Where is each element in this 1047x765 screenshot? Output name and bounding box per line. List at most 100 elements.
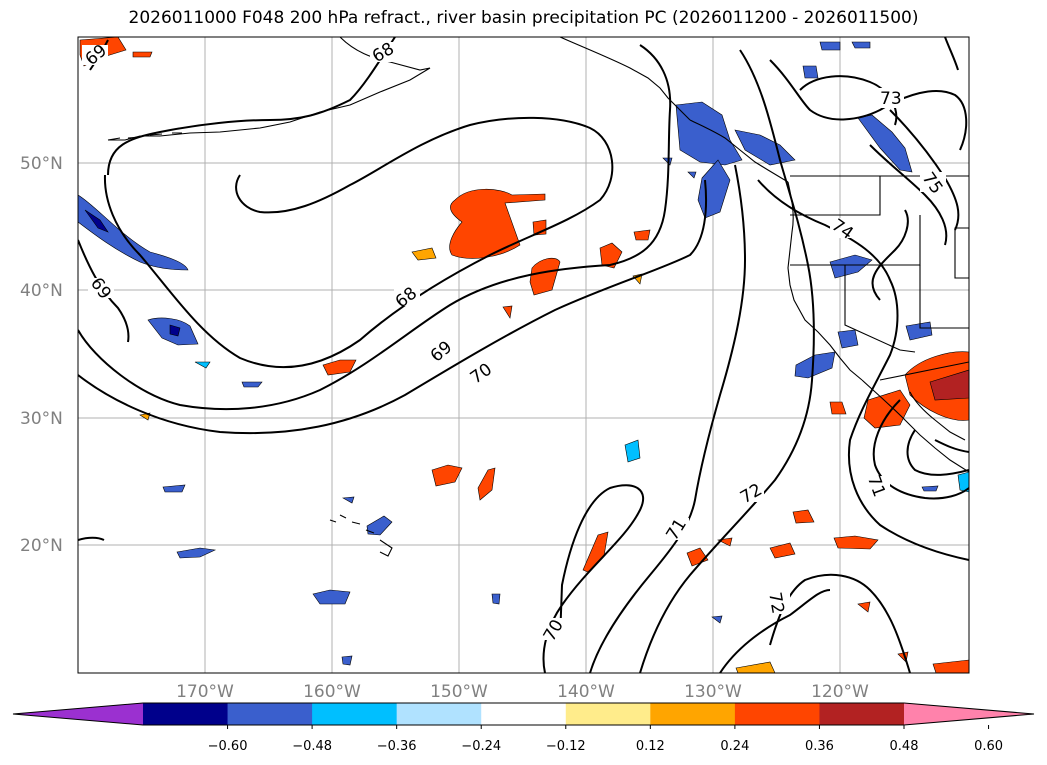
lon-label-140w: 140°W: [557, 682, 615, 702]
precip-blob: [599, 242, 623, 269]
lat-label-40n: 40°N: [20, 281, 63, 301]
colorbar-segment: [312, 703, 398, 725]
colorbar-segment: [227, 703, 313, 725]
refractivity-contours: [78, 37, 969, 673]
state-border: [790, 176, 881, 216]
colorbar-tick-label: 0.48: [890, 739, 919, 754]
contour-label-bg: [864, 476, 890, 496]
map-frame: [77, 36, 970, 674]
precip-blob: [322, 359, 357, 376]
contour-69: [78, 44, 672, 411]
precip-blob: [819, 41, 841, 51]
colorbar-segment: [396, 703, 482, 725]
lat-label-30n: 30°N: [20, 409, 63, 429]
precip-blob: [833, 535, 879, 550]
precip-blob: [84, 209, 109, 233]
precip-blob: [829, 254, 873, 279]
colorbar-segment: [481, 703, 567, 725]
precip-blob: [582, 531, 609, 573]
precip-blob: [633, 229, 651, 241]
precip-blob: [624, 439, 641, 463]
contour-label-bg: [830, 218, 856, 238]
bc-coast: [689, 119, 789, 183]
contour-label-bg: [88, 278, 114, 298]
state-border: [919, 265, 969, 329]
precip-blob: [449, 188, 546, 259]
contour-label-group: 69 68 69 68 69 70 70 71 72 72 71 73 74: [82, 39, 947, 645]
lon-label-120w: 120°W: [811, 682, 869, 702]
colorbar-segment: [819, 703, 905, 725]
lat-label-20n: 20°N: [20, 536, 63, 556]
precip-blob: [132, 51, 153, 58]
precip-blob: [241, 381, 263, 388]
colorbar-tick-label: 0.36: [805, 739, 834, 754]
longitude-labels: 170°W 160°W 150°W 140°W 130°W 120°W: [176, 682, 869, 702]
precip-negative-areas: [78, 41, 969, 666]
mexico-border: [879, 361, 969, 381]
contour-label: 73: [880, 89, 902, 109]
contour-label-bg: [428, 340, 454, 360]
contour-label-bg: [82, 45, 108, 65]
contour-label-bg: [878, 88, 904, 108]
precip-blob: [169, 324, 181, 337]
precip-blob: [342, 496, 355, 504]
precip-blob: [929, 369, 969, 401]
alaska-coast: [108, 37, 431, 141]
colorbar-tick-label: −0.24: [461, 739, 501, 754]
colorbar-outline: [12, 702, 1035, 726]
precip-blob: [194, 361, 211, 369]
hawaii-islands: [329, 514, 393, 557]
lon-label-170w: 170°W: [176, 682, 234, 702]
lon-label-160w: 160°W: [303, 682, 361, 702]
precip-blob: [431, 464, 463, 487]
precip-blob: [857, 601, 871, 613]
contour-inner: [872, 399, 969, 500]
precip-blob: [905, 321, 933, 341]
colorbar-tick-label: 0.60: [974, 739, 1003, 754]
colorbar-segment: [565, 703, 651, 725]
colorbar-segment: [734, 703, 820, 725]
precip-blob: [162, 484, 186, 493]
colorbar-segment: [650, 703, 736, 725]
map-title: 2026011000 F048 200 hPa refract., river …: [128, 8, 919, 28]
state-border: [954, 227, 969, 279]
contour-label-bg: [370, 42, 396, 62]
colorbar-tick-label: 0.24: [720, 739, 749, 754]
contour-72: [639, 49, 831, 673]
colorbar-tick-label: −0.12: [546, 739, 586, 754]
contour-71: [589, 164, 747, 673]
contour-70: [78, 179, 708, 673]
precip-blob: [863, 389, 911, 429]
contour-label-bg: [468, 362, 494, 382]
contour-label-bg: [920, 172, 946, 192]
aleutian-chain: [107, 132, 182, 141]
contour-74: [757, 179, 969, 561]
precip-blob: [837, 329, 859, 349]
lon-label-130w: 130°W: [684, 682, 742, 702]
alaska-panhandle: [559, 37, 691, 121]
precip-blob: [341, 655, 353, 666]
contour-label-bg: [394, 286, 420, 306]
lon-label-150w: 150°W: [430, 682, 488, 702]
colorbar-tick-label: 0.12: [636, 739, 665, 754]
contour-73: [769, 59, 968, 151]
precip-blob: [857, 114, 913, 173]
precip-blob: [477, 467, 496, 501]
contour-label-bg: [738, 482, 764, 502]
colorbar-extend-low: [13, 703, 143, 725]
precip-blob: [932, 659, 969, 673]
precip-blob: [411, 247, 437, 261]
precip-blob: [829, 401, 847, 415]
state-border: [844, 265, 916, 353]
colorbar-segment: [143, 703, 229, 725]
graticule: [78, 37, 969, 673]
precip-blob: [921, 485, 939, 492]
precip-blob: [802, 65, 819, 79]
precip-blob: [502, 305, 513, 319]
precip-blob: [851, 41, 871, 49]
precip-blob: [735, 661, 776, 673]
gulf-california: [909, 391, 966, 441]
baja-coast: [861, 379, 969, 473]
colorbar-tick-label: −0.36: [377, 739, 417, 754]
contour-label-bg: [663, 518, 689, 540]
